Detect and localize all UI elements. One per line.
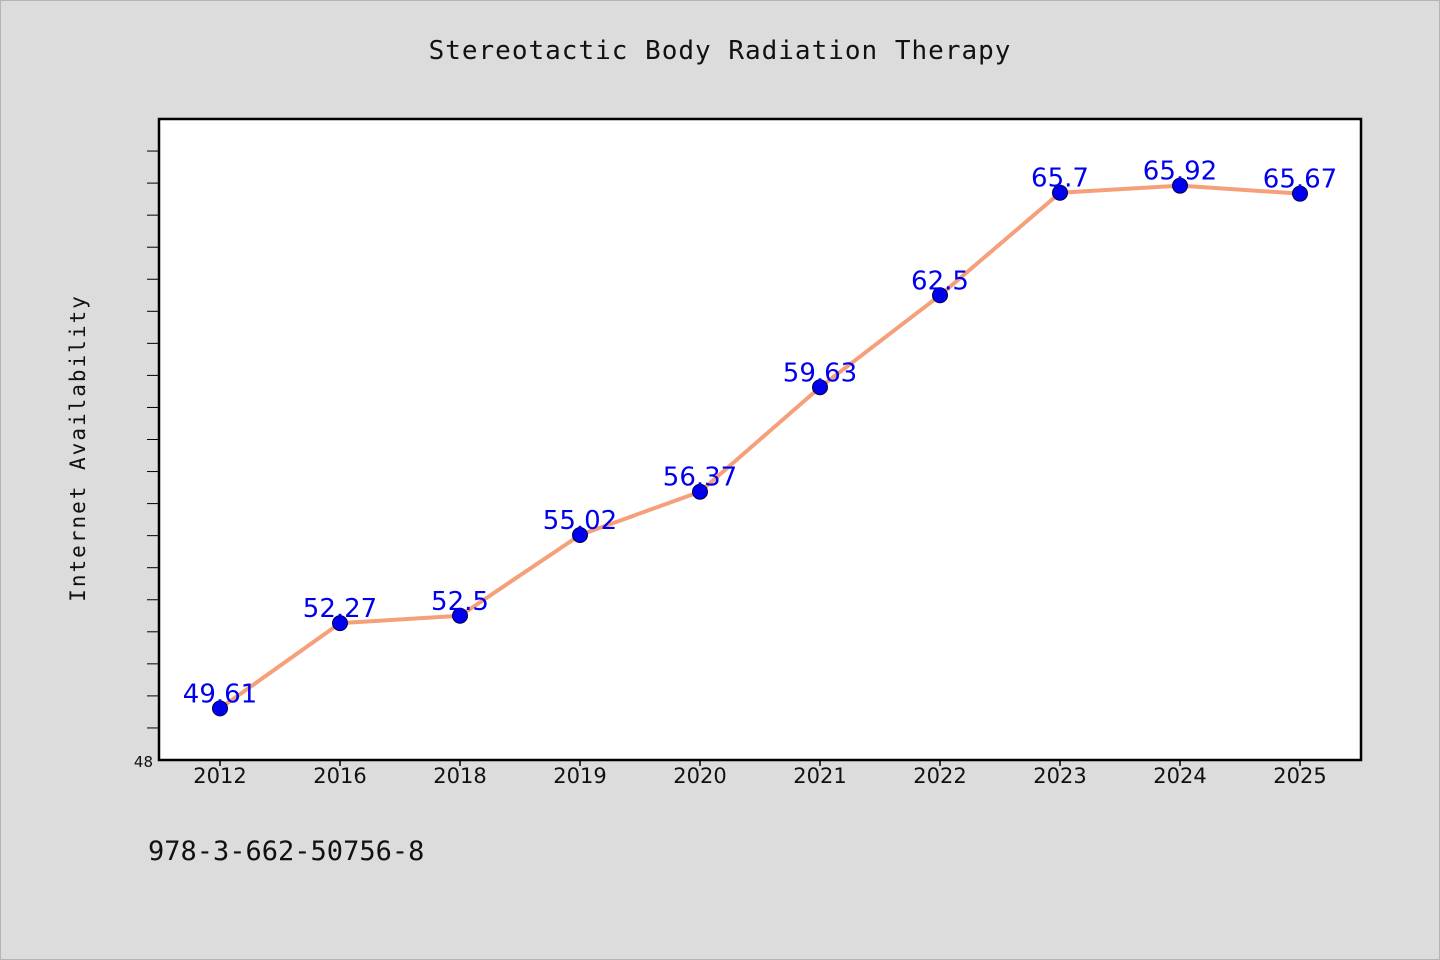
x-tick-label: 2023 — [1033, 764, 1086, 788]
x-tick-label: 2019 — [553, 764, 606, 788]
data-label: 55.02 — [543, 506, 617, 536]
data-point — [932, 287, 948, 304]
x-tick-label: 2020 — [673, 764, 726, 788]
data-points — [212, 177, 1308, 717]
series-line-layer — [218, 183, 1302, 711]
y-tick-label: 48 — [134, 753, 153, 771]
data-label: 52.5 — [431, 587, 489, 617]
series-line — [218, 183, 1302, 711]
data-label: 59.63 — [783, 358, 857, 388]
data-point — [692, 483, 708, 500]
data-label: 65.7 — [1031, 164, 1089, 194]
chart-title: Stereotactic Body Radiation Therapy — [428, 36, 1012, 66]
data-label: 65.67 — [1263, 165, 1337, 195]
x-tick-label: 2025 — [1273, 764, 1326, 788]
data-point — [812, 379, 828, 396]
data-point — [452, 607, 468, 624]
data-point — [212, 700, 228, 717]
data-label: 56.37 — [663, 463, 737, 493]
data-labels: 49.61 52.27 52.5 55.02 56.37 59.63 62.5 65.7 65.… — [183, 157, 1337, 710]
x-tick-label: 2024 — [1153, 764, 1206, 788]
data-point — [1052, 184, 1068, 201]
data-point — [1292, 185, 1308, 202]
data-point — [1172, 177, 1188, 194]
data-label: 65.92 — [1143, 157, 1217, 187]
x-tick-label: 2016 — [313, 764, 366, 788]
x-tick-label: 2012 — [193, 764, 246, 788]
data-label: 49.61 — [183, 679, 257, 709]
isbn-caption: 978-3-662-50756-8 — [148, 836, 425, 867]
x-tick-label: 2022 — [913, 764, 966, 788]
x-tick-label: 2018 — [433, 764, 486, 788]
data-label: 62.5 — [911, 266, 969, 296]
x-tick-label: 2021 — [793, 764, 846, 788]
axis-ticks: 48 — [134, 150, 159, 771]
data-label: 52.27 — [303, 594, 377, 624]
x-tick-labels: 2012 2016 2018 2019 2020 2021 2022 2023 2024 2025 — [193, 760, 1327, 788]
data-point — [332, 615, 348, 632]
data-point — [572, 527, 588, 544]
